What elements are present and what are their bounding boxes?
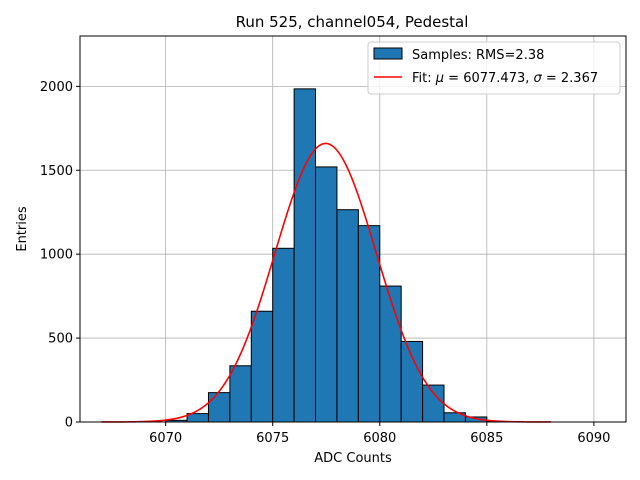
histogram-bar — [272, 247, 295, 423]
x-tick-label: 6090 — [577, 431, 610, 446]
histogram-bar — [315, 166, 338, 423]
plot-frame — [79, 35, 627, 423]
x-axis-label: ADC Counts — [314, 451, 392, 466]
y-tick-label: 2000 — [40, 80, 73, 95]
x-axis-ticks: 6070 6075 6080 6085 6090 — [149, 422, 610, 446]
histogram-bar — [379, 285, 402, 423]
histogram-bar — [229, 365, 252, 423]
x-tick-label: 6085 — [470, 431, 503, 446]
legend-box — [367, 41, 621, 95]
legend-mu-value: = 6077.473, — [444, 71, 533, 86]
legend-samples-label: Samples: RMS=2.38 — [412, 48, 544, 63]
legend-sigma-symbol: σ — [534, 71, 543, 86]
chart-title: Run 525, channel054, Pedestal — [236, 13, 469, 31]
histogram-bars — [165, 88, 509, 423]
histogram-bar — [207, 392, 231, 423]
histogram-bar — [400, 340, 424, 423]
histogram-bar — [336, 209, 359, 423]
y-tick-label: 1500 — [40, 164, 73, 179]
histogram-bar — [422, 384, 445, 423]
y-tick-label: 0 — [65, 416, 73, 431]
fit-curve — [101, 142, 552, 423]
histogram-bar — [293, 88, 317, 423]
x-tick-label: 6070 — [149, 431, 182, 446]
legend-fit-label: Fit: μ = 6077.473, σ = 2.367 — [412, 71, 598, 86]
y-axis-label: Entries — [15, 206, 30, 252]
x-tick-label: 6080 — [363, 431, 396, 446]
legend-mu-symbol: μ — [435, 71, 444, 86]
y-tick-label: 1000 — [40, 248, 73, 263]
y-axis-ticks: 0 500 1000 1500 2000 — [40, 80, 80, 431]
x-tick-label: 6075 — [256, 431, 289, 446]
legend: Samples: RMS=2.38 Fit: μ = 6077.473, σ =… — [367, 41, 621, 95]
y-tick-label: 500 — [48, 332, 73, 347]
legend-sigma-value: = 2.367 — [542, 71, 598, 86]
legend-samples-swatch — [373, 47, 403, 60]
legend-fit-prefix: Fit: — [412, 71, 436, 86]
histogram-bar — [250, 310, 274, 423]
